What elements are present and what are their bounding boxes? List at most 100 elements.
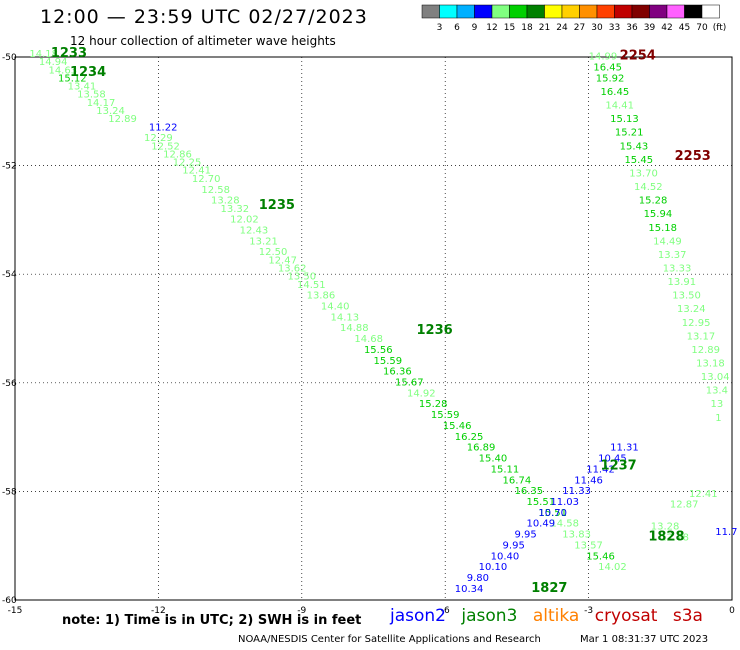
data-point-jason3: 14.17 <box>87 98 116 109</box>
legend-jason3: jason3 <box>461 606 518 626</box>
data-point-jason3: 14.68 <box>354 334 383 345</box>
data-point-jason3: 16.74 <box>503 475 532 486</box>
data-point-jason3: 13.58 <box>77 90 106 101</box>
data-point-jason3: 16.89 <box>467 443 496 454</box>
color-legend: 3 6 9 12 15 18 21 24 27 30 33 36 39 42 45 70 (ft) <box>421 4 726 33</box>
footer-note: note: 1) Time is in UTC; 2) SWH is in fe… <box>62 613 362 628</box>
colorbar-swatch <box>544 4 563 19</box>
legend-s3a: s3a <box>672 606 703 626</box>
time-label: 1233 <box>51 46 87 61</box>
satellite-legend: jason2 jason3 altika cryosat s3a <box>390 606 713 626</box>
colorbar-swatch <box>456 4 475 19</box>
data-point-jason3: 12.70 <box>192 174 221 185</box>
colorbar-swatch <box>666 4 685 19</box>
data-point-jason2: 11.42 <box>586 464 615 475</box>
data-point-jason3: 14.92 <box>407 388 436 399</box>
data-point-jason2: 11.7 <box>715 527 737 538</box>
data-point-jason3: 15.59 <box>374 356 403 367</box>
colorbar-label: 12 <box>486 23 497 33</box>
time-label: 2254 <box>620 49 656 64</box>
x-tick-label: -12 <box>151 606 166 616</box>
data-point-jason3: 12.86 <box>163 149 192 160</box>
y-tick-label: -54 <box>2 270 17 280</box>
data-point-jason2: 9.80 <box>467 573 489 584</box>
time-labels: 1233 1234 1235 1236 1237 1827 1828 2254 2253 <box>51 46 711 596</box>
data-point-jason3: 14.94 <box>39 57 68 68</box>
data-point-cryosat: 13.91 <box>667 277 696 288</box>
data-point-jason3: 12.52 <box>151 141 180 152</box>
x-tick-label: -3 <box>584 606 593 616</box>
grid-lines <box>15 57 732 600</box>
colorbar-swatch <box>631 4 650 19</box>
y-tick-label: -60 <box>2 596 17 606</box>
data-point-jason3: 15.67 <box>395 378 424 389</box>
data-point-jason3: 15.51 <box>526 497 555 508</box>
data-point-jason2: 10.45 <box>598 454 627 465</box>
time-label: 1237 <box>601 459 637 474</box>
colorbar-label: 3 <box>437 23 443 33</box>
data-point-cryosat: 13.4 <box>706 386 728 397</box>
data-point-jason3: 12.87 <box>670 500 699 511</box>
data-point-cryosat: 15.13 <box>610 114 639 125</box>
data-point-cryosat: 14.41 <box>605 101 634 112</box>
x-tick-label: -6 <box>441 606 450 616</box>
x-tick-label: -9 <box>297 606 306 616</box>
data-point-cryosat: 16.45 <box>601 87 630 98</box>
colorbar-label: 6 <box>454 23 460 33</box>
data-point-jason3: 15.51 <box>538 508 567 519</box>
time-label: 1828 <box>648 529 684 544</box>
data-point-cryosat: 13.24 <box>677 304 706 315</box>
data-point-cryosat: 13.50 <box>672 291 701 302</box>
y-tick-label: -50 <box>2 53 17 63</box>
colorbar-swatch <box>491 4 510 19</box>
colorbar-swatch <box>439 4 458 19</box>
colorbar-swatch <box>701 4 720 19</box>
chart-title: 12:00 — 23:59 UTC 02/27/2023 <box>40 6 368 28</box>
credit-text: NOAA/NESDIS Center for Satellite Applica… <box>238 634 541 645</box>
data-point-jason2: 10.49 <box>526 519 555 530</box>
data-point-jason2: 10.10 <box>479 562 508 573</box>
x-tick-label: 0 <box>729 606 735 616</box>
colorbar-label: 70 <box>696 23 708 33</box>
data-point-cryosat: 14.49 <box>653 236 682 247</box>
colorbar-swatch <box>614 4 633 19</box>
data-point-jason3: 12.43 <box>240 225 269 236</box>
data-point-jason3: 13.86 <box>307 291 336 302</box>
data-point-jason3: 15.40 <box>479 454 508 465</box>
y-tick-label: -56 <box>2 379 17 389</box>
data-point-jason3: 12.02 <box>230 215 259 226</box>
data-point-jason2: 9.95 <box>503 540 525 551</box>
colorbar-swatch <box>579 4 598 19</box>
data-point-cryosat: 15.21 <box>615 128 644 139</box>
colorbar-label: 42 <box>661 23 672 33</box>
data-point-cryosat: 15.92 <box>596 73 625 84</box>
data-point-jason3: 12.78 <box>660 532 689 543</box>
data-point-cryosat: 15.28 <box>639 196 668 207</box>
legend-altika: altika <box>532 606 580 626</box>
time-label: 1234 <box>70 65 106 80</box>
colorbar-swatch <box>474 4 493 19</box>
colorbar-swatch <box>649 4 668 19</box>
colorbar-label: 45 <box>679 23 690 33</box>
time-label: 1235 <box>259 198 295 213</box>
data-point-jason3: 16.25 <box>455 432 484 443</box>
colorbar-label: 27 <box>574 23 585 33</box>
data-point-jason3: 12.47 <box>268 255 297 266</box>
colorbar-label: 9 <box>472 23 478 33</box>
data-point-jason3: 13.32 <box>221 204 250 215</box>
data-point-cryosat: 15.45 <box>624 155 653 166</box>
data-point-jason3: 15.11 <box>491 464 520 475</box>
colorbar-swatch <box>509 4 528 19</box>
colorbar-label: 36 <box>626 23 638 33</box>
data-point-jason2: 11.22 <box>149 122 178 133</box>
colorbar-label: 30 <box>591 23 603 33</box>
time-label: 1827 <box>531 581 567 596</box>
data-point-jason3: 14.40 <box>321 301 350 312</box>
data-point-jason3: 13.24 <box>96 106 125 117</box>
data-point-jason3: 13.28 <box>211 196 240 207</box>
y-tick-label: -52 <box>2 162 17 172</box>
data-point-jason3: 14.13 <box>330 312 359 323</box>
colorbar-label: 24 <box>556 23 568 33</box>
data-point-jason2: 11.33 <box>562 486 591 497</box>
data-point-jason3: 12.50 <box>259 247 288 258</box>
